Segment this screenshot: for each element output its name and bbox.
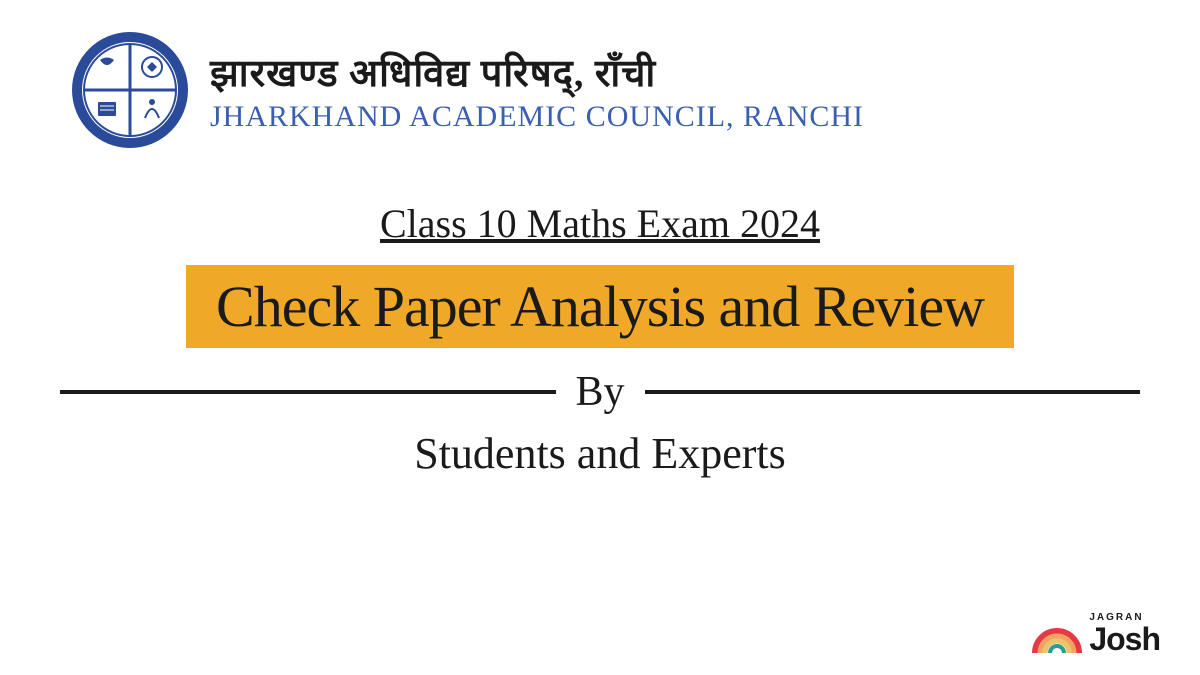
hindi-title: झारखण्ड अधिविद्य परिषद्, राँची [210,46,864,98]
main-banner: Check Paper Analysis and Review [186,265,1014,348]
header-text: झारखण्ड अधिविद्य परिषद्, राँची JHARKHAND… [210,46,864,134]
header: झारखण्ड अधिविद्य परिषद्, राँची JHARKHAND… [0,0,1200,160]
divider-row: By [60,368,1140,416]
content: Class 10 Maths Exam 2024 Check Paper Ana… [0,160,1200,479]
rainbow-icon [1031,615,1083,655]
josh-label: Josh [1089,623,1160,655]
divider-right [645,390,1141,394]
divider-left [60,390,556,394]
english-title: JHARKHAND ACADEMIC COUNCIL, RANCHI [210,100,864,134]
footer-text: Students and Experts [0,428,1200,479]
jagran-josh-logo: JAGRAN Josh [1031,613,1160,655]
by-text: By [576,368,625,416]
jac-logo [70,30,190,150]
josh-text-wrap: JAGRAN Josh [1089,613,1160,655]
subtitle: Class 10 Maths Exam 2024 [0,200,1200,247]
